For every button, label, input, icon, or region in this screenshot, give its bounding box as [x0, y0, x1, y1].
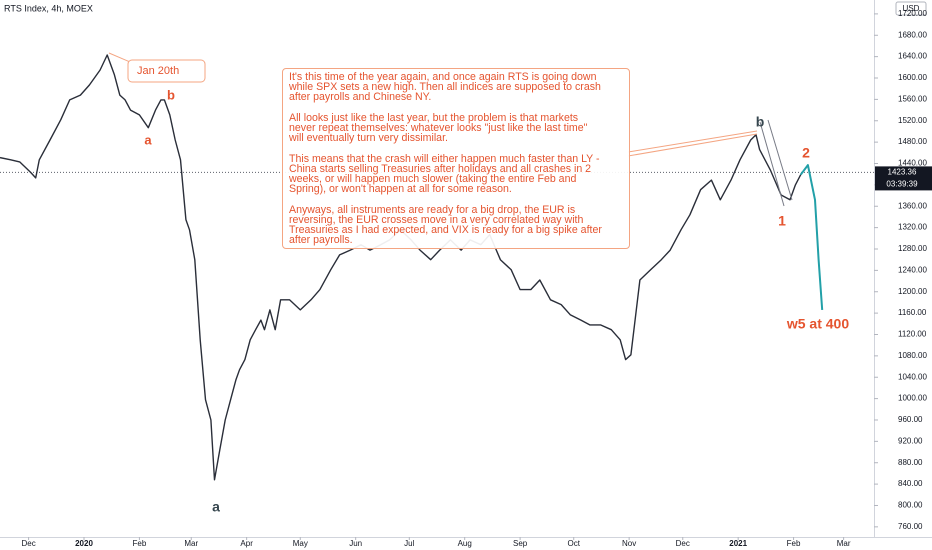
y-tick-label: 1000.00: [898, 394, 927, 403]
wave-label: b: [167, 87, 175, 102]
x-tick-label: Feb: [787, 539, 801, 548]
last-price-label: 1423.36: [888, 168, 917, 177]
note-line: Anyways, all instruments are ready for a…: [289, 203, 576, 216]
y-tick-label: 1680.00: [898, 30, 927, 39]
x-tick-label: 2020: [75, 539, 93, 548]
x-tick-label: 2021: [729, 539, 747, 548]
x-tick-label: Feb: [133, 539, 147, 548]
note-line: Spring), or won't happen at all for some…: [289, 183, 512, 196]
note-line: All looks just like the last year, but t…: [289, 111, 579, 124]
y-tick-label: 1120.00: [898, 330, 927, 339]
note-line: China starts selling Treasuries after ho…: [289, 162, 592, 175]
y-tick-label: 1320.00: [898, 223, 927, 232]
trend-line: [759, 121, 785, 207]
wave-label: w5 at 400: [786, 316, 849, 332]
y-tick-label: 1440.00: [898, 159, 927, 168]
wave-label: b: [756, 114, 765, 130]
x-tick-label: Mar: [184, 539, 198, 548]
x-tick-label: Jul: [404, 539, 414, 548]
note-line: after payrolls.: [289, 234, 353, 247]
note-line: never repeat themselves: whatever looks …: [289, 122, 588, 134]
note-paragraph: It's this time of the year again, and on…: [289, 72, 629, 103]
note-line: This means that the crash will either ha…: [289, 152, 600, 165]
x-tick-label: Nov: [622, 539, 636, 548]
y-tick-label: 1600.00: [898, 73, 927, 82]
note-line: after payrolls and Chinese NY.: [289, 91, 432, 104]
x-tick-label: Apr: [240, 539, 253, 548]
note-line: Treasuries as I had expected, and VIX is…: [289, 224, 602, 236]
note-paragraph: This means that the crash will either ha…: [289, 152, 629, 196]
x-tick-label: Sep: [513, 539, 528, 548]
x-tick-label: Mar: [837, 539, 851, 548]
note-box: It's this time of the year again, and on…: [282, 68, 630, 249]
y-tick-label: 920.00: [898, 436, 923, 445]
last-price-box: [875, 166, 932, 191]
note-connector: [627, 133, 758, 157]
y-tick-label: 1480.00: [898, 137, 927, 146]
countdown: 03:39:39: [886, 180, 918, 189]
x-tick-label: Dec: [21, 539, 35, 548]
y-tick-label: 1200.00: [898, 287, 927, 296]
callout-box: [127, 59, 206, 83]
y-tick-label: 1040.00: [898, 372, 927, 381]
note-line: will eventually turn very dissimilar.: [289, 132, 448, 145]
note-line: It's this time of the year again, and on…: [289, 71, 597, 83]
callout-connector: [108, 52, 131, 63]
chart-title: RTS Index, 4h, MOEX: [4, 3, 93, 13]
note-line: while SPX sets a new high. Then all indi…: [289, 81, 601, 94]
note-paragraph: All looks just like the last year, but t…: [289, 111, 629, 145]
wave-label: 2: [802, 145, 810, 161]
y-tick-label: 1240.00: [898, 265, 927, 274]
y-tick-label: 800.00: [898, 501, 923, 510]
x-tick-label: Jun: [349, 539, 362, 548]
callout-text: Jan 20th: [137, 65, 179, 77]
wave-label: a: [212, 499, 220, 515]
x-tick-label: May: [293, 539, 308, 548]
y-tick-label: 1720.00: [898, 9, 927, 18]
y-tick-label: 1160.00: [898, 308, 927, 317]
currency-box: [895, 1, 927, 16]
y-tick-label: 840.00: [898, 479, 923, 488]
price-line: [799, 164, 824, 310]
currency: USD: [903, 4, 920, 13]
y-tick-label: 960.00: [898, 415, 923, 424]
wave-label: a: [144, 132, 152, 147]
note-line: reversing, the EUR crosses move in a ver…: [289, 213, 584, 226]
y-tick-label: 760.00: [898, 522, 923, 531]
note-paragraph: Anyways, all instruments are ready for a…: [289, 203, 629, 247]
x-tick-label: Dec: [676, 539, 690, 548]
y-tick-label: 1080.00: [898, 351, 927, 360]
y-tick-label: 880.00: [898, 458, 923, 467]
x-tick-label: Oct: [568, 539, 581, 548]
y-tick-label: 1520.00: [898, 116, 927, 125]
note-line: weeks, or will happen much slower (takin…: [289, 173, 577, 185]
note-connector: [627, 130, 758, 153]
x-tick-label: Aug: [458, 539, 472, 548]
y-tick-label: 1640.00: [898, 52, 927, 61]
y-tick-label: 1560.00: [898, 94, 927, 103]
price-line: [0, 54, 802, 481]
trend-line: [767, 119, 793, 201]
y-tick-label: 1360.00: [898, 201, 927, 210]
y-tick-label: 1280.00: [898, 244, 927, 253]
wave-label: 1: [778, 213, 786, 229]
